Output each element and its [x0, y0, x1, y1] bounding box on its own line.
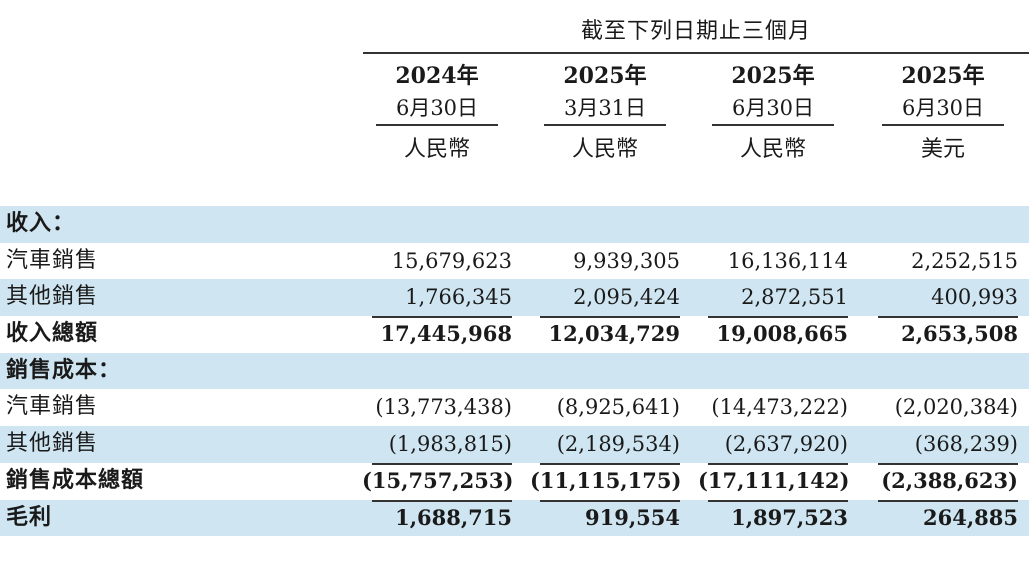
- column-header: 2025年 3月31日 人民幣: [530, 60, 680, 170]
- subtotal-rule: [540, 462, 680, 465]
- table-row: 其他銷售 1,766,345 2,095,424 2,872,551 400,9…: [0, 279, 1029, 317]
- cell-value: 15,679,623: [391, 248, 512, 273]
- cell-value: 264,885: [923, 504, 1018, 530]
- subtotal-rule: [878, 499, 1018, 502]
- row-label: 銷售成本總額: [6, 467, 145, 493]
- column-date: 6月30日: [882, 92, 1004, 126]
- cell-value: 17,445,968: [380, 321, 512, 347]
- cell-value: (2,637,920): [724, 432, 848, 457]
- row-label: 其他銷售: [6, 431, 99, 457]
- cell-value: (2,020,384): [894, 395, 1018, 420]
- column-header: 2025年 6月30日 人民幣: [698, 60, 848, 170]
- cell-value: (2,388,623): [881, 467, 1018, 493]
- column-year: 2025年: [901, 63, 985, 89]
- cell-value: (2,189,534): [556, 432, 680, 457]
- row-label: 銷售成本：: [6, 357, 122, 383]
- cell-value: (17,111,142): [698, 467, 850, 493]
- subtotal-rule: [372, 499, 512, 502]
- column-header: 2024年 6月30日 人民幣: [362, 60, 512, 170]
- column-currency: 人民幣: [739, 137, 806, 162]
- subtotal-rule: [372, 316, 512, 319]
- subtotal-rule: [878, 462, 1018, 465]
- column-year: 2024年: [395, 63, 479, 89]
- total-row: 銷售成本總額 (15,757,253) (11,115,175) (17,111…: [0, 462, 1029, 500]
- row-label: 汽車銷售: [6, 394, 99, 420]
- cell-value: (8,925,641): [556, 395, 680, 420]
- column-date: 6月30日: [376, 92, 498, 126]
- cell-value: 2,252,515: [911, 248, 1018, 273]
- subtotal-rule: [878, 316, 1018, 319]
- row-label: 收入：: [6, 211, 76, 236]
- table-row: 汽車銷售 15,679,623 9,939,305 16,136,114 2,2…: [0, 243, 1029, 280]
- column-currency: 美元: [920, 137, 965, 162]
- column-year: 2025年: [731, 63, 815, 89]
- income-table: 收入： 汽車銷售 15,679,623 9,939,305 16,136,114…: [0, 206, 1029, 537]
- cell-value: (13,773,438): [375, 395, 512, 420]
- gross-profit-row: 毛利 1,688,715 919,554 1,897,523 264,885: [0, 499, 1029, 537]
- row-label: 收入總額: [6, 321, 99, 347]
- cell-value: 2,872,551: [741, 285, 848, 310]
- cell-value: 1,766,345: [405, 285, 512, 310]
- row-label: 其他銷售: [6, 284, 99, 310]
- column-header: 2025年 6月30日 美元: [868, 60, 1018, 170]
- column-date: 3月31日: [544, 92, 666, 126]
- cell-value: 12,034,729: [548, 321, 680, 347]
- column-currency: 人民幣: [571, 137, 638, 162]
- row-label: 毛利: [6, 504, 53, 530]
- column-date: 6月30日: [712, 92, 834, 126]
- period-header: 截至下列日期止三個月: [580, 19, 811, 44]
- cell-value: (15,757,253): [362, 467, 514, 493]
- cell-value: (11,115,175): [530, 467, 682, 493]
- period-rule: [363, 52, 1029, 54]
- row-label: 汽車銷售: [6, 247, 99, 273]
- table-row: 汽車銷售 (13,773,438) (8,925,641) (14,473,22…: [0, 389, 1029, 426]
- subtotal-rule: [540, 499, 680, 502]
- column-currency: 人民幣: [403, 137, 470, 162]
- column-year: 2025年: [563, 63, 647, 89]
- cell-value: 2,653,508: [901, 321, 1018, 347]
- subtotal-rule: [708, 462, 848, 465]
- cell-value: (14,473,222): [711, 395, 848, 420]
- subtotal-rule: [372, 462, 512, 465]
- cell-value: (368,239): [914, 432, 1018, 457]
- cell-value: 9,939,305: [573, 248, 680, 273]
- subtotal-rule: [708, 499, 848, 502]
- section-row-cost-of-sales: 銷售成本：: [0, 352, 1029, 390]
- cell-value: 16,136,114: [727, 248, 848, 273]
- cell-value: 919,554: [585, 504, 680, 530]
- cell-value: 400,993: [931, 285, 1018, 310]
- total-row: 收入總額 17,445,968 12,034,729 19,008,665 2,…: [0, 316, 1029, 353]
- cell-value: 1,897,523: [731, 504, 848, 530]
- table-row: 其他銷售 (1,983,815) (2,189,534) (2,637,920)…: [0, 426, 1029, 463]
- subtotal-rule: [708, 316, 848, 319]
- section-row-revenue: 收入：: [0, 206, 1029, 243]
- cell-value: 2,095,424: [573, 285, 680, 310]
- cell-value: 19,008,665: [716, 321, 848, 347]
- subtotal-rule: [540, 316, 680, 319]
- cell-value: 1,688,715: [395, 504, 512, 530]
- cell-value: (1,983,815): [388, 432, 512, 457]
